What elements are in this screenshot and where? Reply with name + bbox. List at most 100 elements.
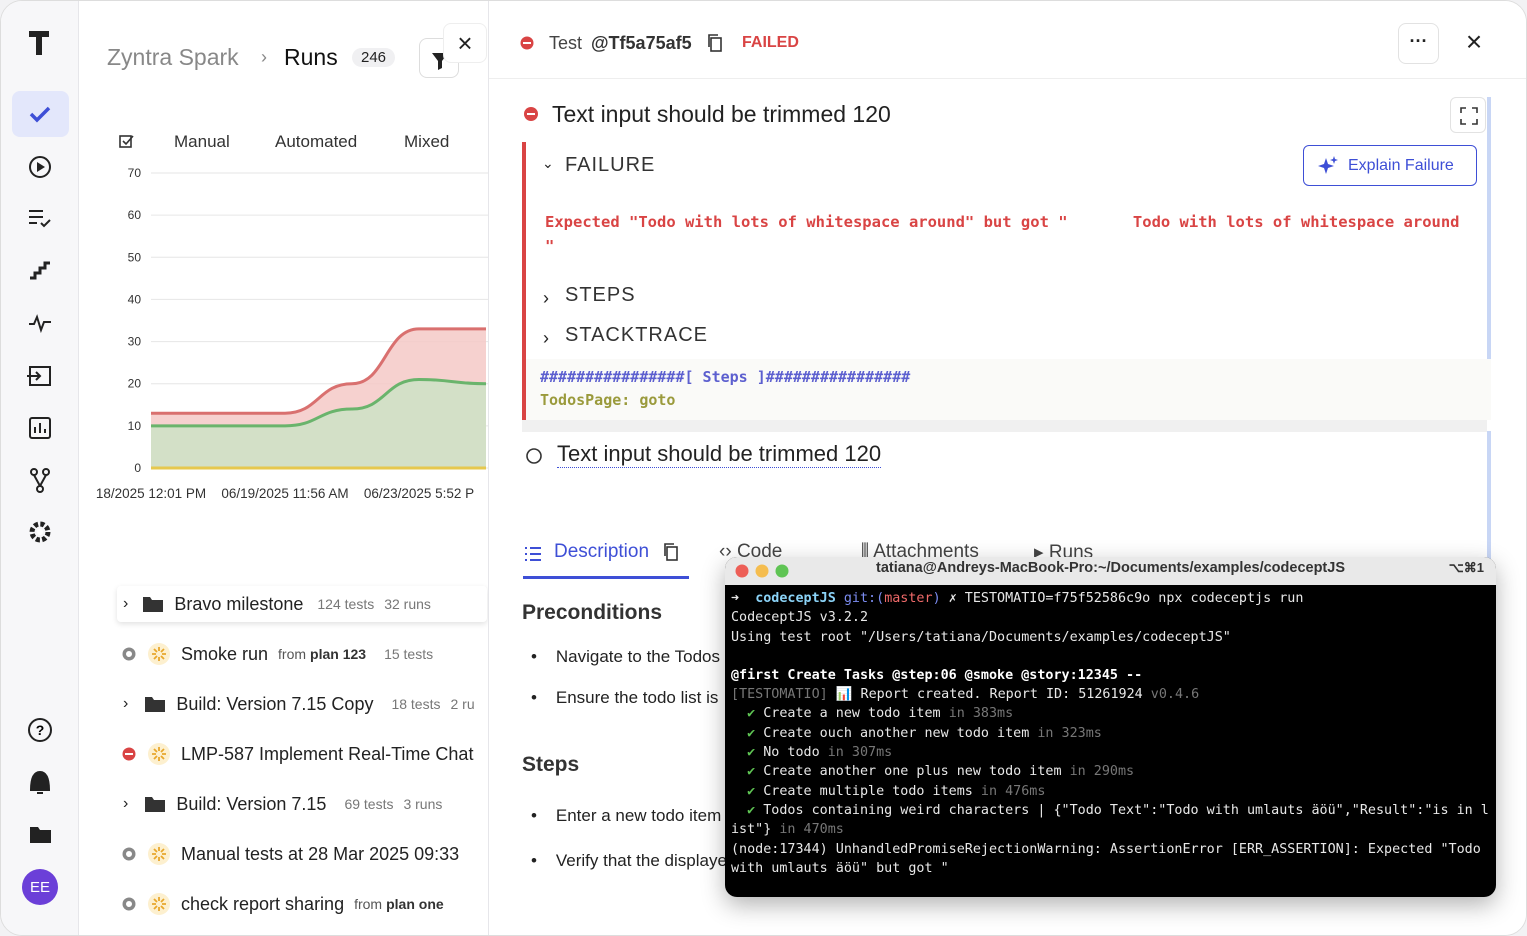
select-icon[interactable] bbox=[117, 131, 137, 151]
fullscreen-button[interactable] bbox=[1450, 97, 1486, 133]
run-count: 3 runs bbox=[403, 796, 443, 812]
failure-heading[interactable]: FAILURE bbox=[565, 154, 656, 176]
folder-icon bbox=[143, 597, 164, 612]
run-icon bbox=[148, 843, 170, 865]
text: in 476ms bbox=[980, 783, 1046, 799]
terminal-line: CodeceptJS v3.2.2 bbox=[731, 610, 869, 626]
y-tick-label: 30 bbox=[128, 335, 142, 349]
run-name: Bravo milestone bbox=[174, 593, 304, 614]
more-button[interactable]: ··· bbox=[1398, 23, 1439, 64]
text: ✔ bbox=[747, 783, 756, 799]
run-name: Build: Version 7.15 Copy bbox=[176, 693, 374, 714]
text: 📊 Report created. Report ID: 51261924 bbox=[835, 687, 1143, 703]
tab[interactable]: Manual bbox=[174, 132, 230, 151]
tab[interactable]: Description bbox=[523, 541, 689, 579]
stacktrace-heading[interactable]: STACKTRACE bbox=[565, 324, 708, 346]
status-icon bbox=[526, 448, 542, 464]
close-button[interactable]: × bbox=[1465, 26, 1483, 57]
terminal-output: ➜ codeceptJS git:(master) ✗ TESTOMATIO=f… bbox=[731, 589, 1493, 878]
terminal-window: tatiana@Andreys-MacBook-Pro:~/Documents/… bbox=[725, 557, 1496, 897]
run-tests: 69 tests bbox=[344, 796, 394, 812]
text: ✔ bbox=[747, 725, 756, 741]
code-line: TodosPage: goto bbox=[540, 391, 676, 409]
second-test-title[interactable]: Text input should be trimmed 120 bbox=[557, 441, 882, 468]
avatar[interactable]: EE bbox=[22, 869, 58, 905]
text: master bbox=[884, 591, 933, 606]
text: Todos containing weird characters | {"To… bbox=[731, 802, 1489, 838]
precondition-item: • Ensure the todo list is bbox=[531, 688, 719, 707]
error-message: Expected "Todo with lots of whitespace a… bbox=[545, 213, 1460, 255]
runs-panel: Zyntra Spark › Runs 246 × Manual Automat… bbox=[79, 1, 489, 935]
terminal-shortcut: ⌥⌘1 bbox=[1448, 560, 1484, 575]
chevron: › bbox=[543, 288, 549, 308]
text: ) bbox=[932, 591, 941, 606]
y-tick-label: 70 bbox=[128, 166, 142, 180]
run-icon bbox=[148, 743, 170, 765]
terminal-line: ✔ Create multiple todo items in 476ms bbox=[731, 782, 1493, 801]
run-row[interactable]: › Bravo milestone 124 tests 32 runs bbox=[117, 586, 487, 622]
runs-chart: 0 10 20 30 40 50 60 70 18/2025 12:01 PM 06/19/202… bbox=[96, 166, 488, 501]
run-plan: plan one bbox=[386, 896, 444, 912]
run-row[interactable]: Manual tests at 28 Mar 2025 09:33 bbox=[121, 836, 488, 872]
text: ✔ bbox=[747, 745, 756, 761]
text: Verify that the displaye bbox=[555, 851, 727, 870]
terminal-line: (node:17344) UnhandledPromiseRejectionWa… bbox=[731, 841, 1489, 876]
area bbox=[151, 379, 486, 468]
sidebar: ? EE bbox=[1, 1, 79, 935]
run-row[interactable]: Smoke run from plan 123 15 tests bbox=[121, 636, 488, 672]
tab-label: Description bbox=[554, 541, 650, 562]
run-count: 2 ru bbox=[450, 696, 475, 712]
text: in 383ms bbox=[948, 706, 1014, 722]
precondition-item: • Navigate to the Todos bbox=[531, 647, 720, 666]
code-block: ################[ Steps ]###############… bbox=[526, 359, 1491, 420]
text: in 470ms bbox=[779, 822, 844, 838]
run-row[interactable]: › Build: Version 7.15 69 tests 3 runs bbox=[123, 793, 443, 814]
explain-failure-button[interactable]: Explain Failure bbox=[1303, 145, 1477, 186]
text: ✗ TESTOMATIO=f75f52586c9o npx codeceptjs… bbox=[948, 591, 1304, 606]
sidebar-icons: ? bbox=[12, 31, 69, 843]
steps-heading[interactable]: STEPS bbox=[565, 284, 636, 306]
run-name: Build: Version 7.15 bbox=[176, 793, 327, 814]
breadcrumb-project[interactable]: Zyntra Spark bbox=[107, 44, 239, 70]
text: No todo bbox=[763, 745, 820, 761]
text: [TESTOMATIO] bbox=[731, 687, 828, 703]
terminal-line: ✔ Create another one plus new todo item … bbox=[731, 762, 1493, 781]
terminal-titlebar: tatiana@Andreys-MacBook-Pro:~/Documents/… bbox=[725, 557, 1496, 585]
line bbox=[150, 377, 487, 428]
status-icon bbox=[122, 647, 136, 661]
close-button[interactable]: × bbox=[443, 23, 487, 63]
test-panel: Test @Tf5a75af5 FAILED ··· × Text input … bbox=[489, 1, 1526, 935]
scrollbar bbox=[1487, 431, 1491, 561]
status-icon bbox=[122, 847, 136, 861]
failure-block: ⌄ FAILURE Explain Failure Expected "Todo… bbox=[522, 142, 1491, 420]
test-label: Test bbox=[549, 33, 583, 53]
text: ➜ bbox=[731, 591, 740, 606]
chevron: › bbox=[543, 328, 549, 348]
step-item: • Enter a new todo item bbox=[531, 806, 722, 825]
text: codeceptJS bbox=[755, 591, 836, 606]
x-tick-label: 06/19/2025 11:56 AM bbox=[221, 486, 348, 501]
tab[interactable]: ⫴ Attachments bbox=[861, 541, 979, 562]
run-row[interactable]: LMP-587 Implement Real-Time Chat bbox=[121, 736, 488, 772]
terminal-line: [TESTOMATIO] 📊 Report created. Report ID… bbox=[731, 685, 1493, 704]
tab[interactable]: Automated bbox=[275, 132, 358, 151]
y-tick-label: 60 bbox=[128, 208, 142, 222]
run-row[interactable]: check report sharing from plan one bbox=[121, 886, 488, 922]
text: git:( bbox=[843, 591, 885, 606]
text: ✔ bbox=[747, 802, 756, 818]
folder-icon bbox=[145, 797, 166, 812]
run-tests: 15 tests bbox=[384, 646, 434, 662]
run-name: Smoke run bbox=[181, 643, 269, 664]
status-icon bbox=[122, 897, 136, 911]
resize-handle[interactable] bbox=[522, 420, 1487, 432]
test-id: @Tf5a75af5 bbox=[591, 33, 692, 53]
copy-icon[interactable] bbox=[707, 34, 723, 52]
tab[interactable]: Mixed bbox=[404, 132, 450, 151]
run-row[interactable]: › Build: Version 7.15 Copy 18 tests 2 ru bbox=[123, 693, 475, 714]
tab[interactable]: ‹› Code bbox=[719, 541, 783, 562]
text: Navigate to the Todos bbox=[555, 647, 720, 666]
preconditions-heading: Preconditions bbox=[522, 601, 663, 624]
test-status: FAILED bbox=[742, 34, 799, 51]
run-tests: 124 tests bbox=[317, 596, 375, 612]
text: in 290ms bbox=[1069, 764, 1135, 780]
